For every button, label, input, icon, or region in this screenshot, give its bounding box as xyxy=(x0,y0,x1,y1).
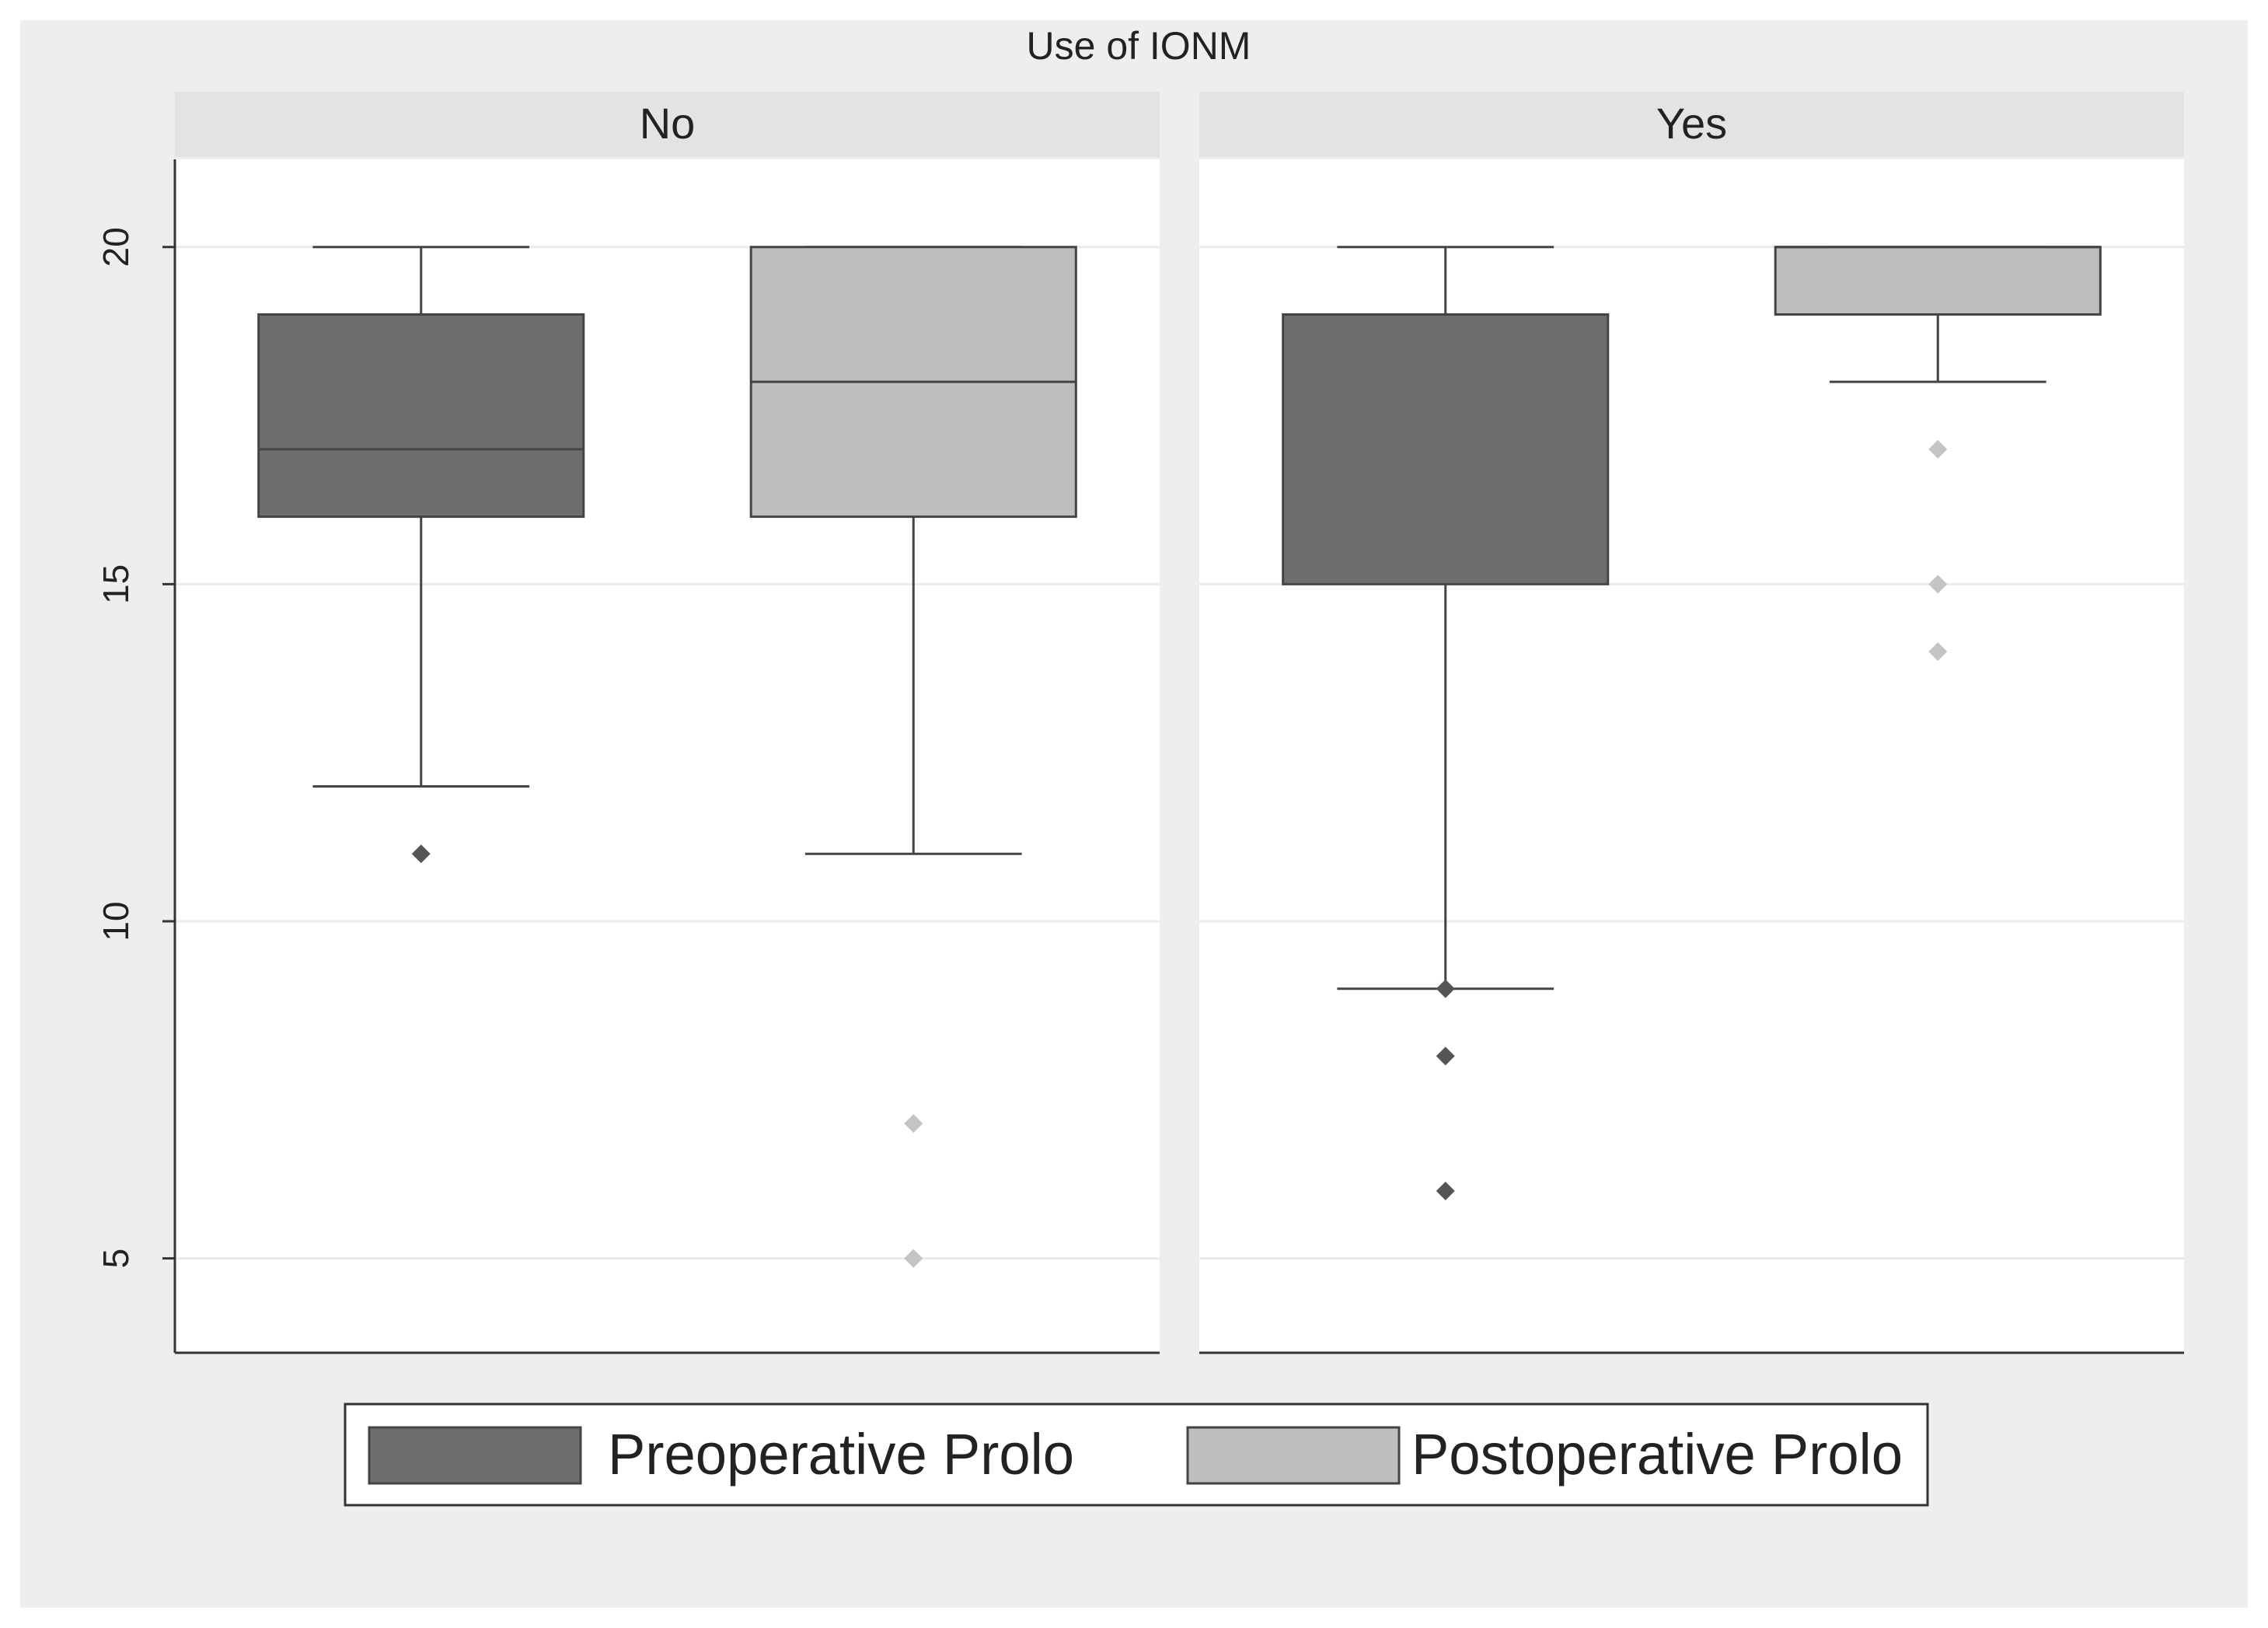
legend xyxy=(344,1403,1929,1507)
chart-title: Use of IONM xyxy=(1027,24,1251,68)
panel-label: Yes xyxy=(1656,99,1727,148)
y-tick-label: 15 xyxy=(96,564,136,604)
outlier-point xyxy=(1436,1046,1455,1066)
box-iqr xyxy=(1282,313,1610,585)
panel-strip xyxy=(175,92,1160,157)
outlier-point xyxy=(1928,575,1948,594)
box-iqr xyxy=(1774,246,2102,316)
outlier-point xyxy=(1928,439,1948,459)
outlier-point xyxy=(1928,642,1948,662)
panel-strip xyxy=(1199,92,2184,157)
outlier-point xyxy=(411,844,431,864)
panel-label: No xyxy=(640,99,696,148)
outlier-point xyxy=(1436,1181,1455,1200)
outlier-point xyxy=(1436,979,1455,998)
legend-swatch xyxy=(368,1426,582,1485)
y-tick-label: 5 xyxy=(96,1249,136,1269)
y-tick-label: 20 xyxy=(96,227,136,267)
outlier-point xyxy=(904,1114,923,1134)
outlier-point xyxy=(904,1249,923,1268)
y-tick-label: 10 xyxy=(96,901,136,941)
box-iqr xyxy=(257,313,585,519)
legend-label: Preoperative Prolo xyxy=(608,1422,1074,1487)
legend-swatch xyxy=(1186,1426,1401,1485)
legend-label: Postoperative Prolo xyxy=(1411,1422,1903,1487)
